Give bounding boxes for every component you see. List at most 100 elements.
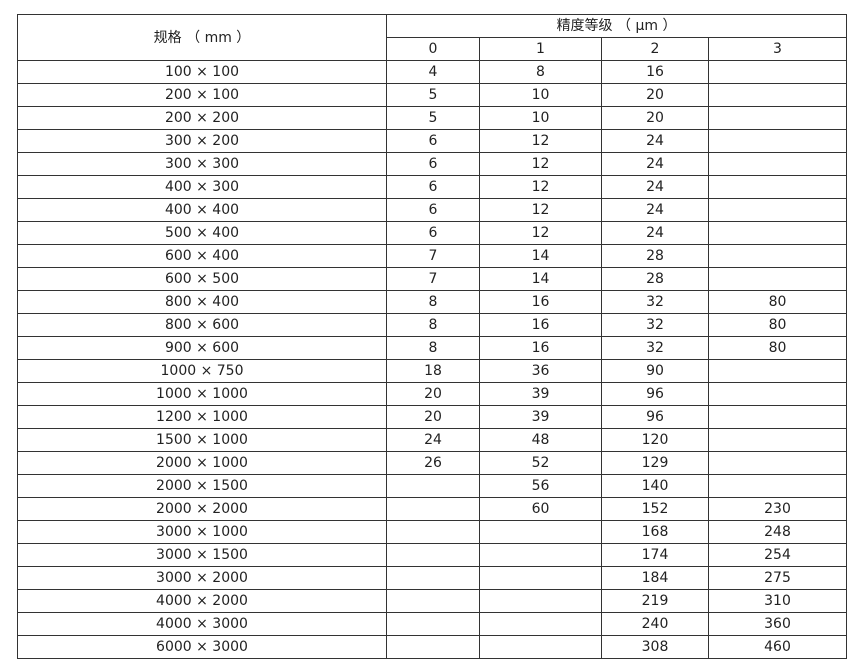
header-row: 规格 （ mm ） 精度等级 （ μm ） (17, 14, 848, 61)
precision-table: 规格 （ mm ） 精度等级 （ μm ） 0 1 2 3 100 × 100 4… (17, 14, 848, 659)
grade-1-cell: 12 (479, 129, 602, 153)
grade-1-cell: 14 (479, 267, 602, 291)
table-row: 800 × 400 8 16 32 80 (17, 290, 848, 314)
spec-cell: 900 × 600 (17, 336, 387, 360)
grade-3-cell (707, 106, 848, 130)
spec-cell: 1200 × 1000 (17, 405, 387, 429)
spec-cell: 600 × 400 (17, 244, 387, 268)
table-row: 3000 × 2000 184 275 (17, 566, 848, 590)
grade-3-cell: 360 (707, 612, 848, 636)
grade-0-cell: 26 (386, 451, 480, 475)
grade-2-cell: 24 (601, 129, 709, 153)
table-row: 2000 × 1000 26 52 129 (17, 451, 848, 475)
table-row: 600 × 400 7 14 28 (17, 244, 848, 268)
grade-2-cell: 24 (601, 175, 709, 199)
grade-2-cell: 184 (601, 566, 709, 590)
grade-0-cell: 5 (386, 106, 480, 130)
grade-0-cell: 24 (386, 428, 480, 452)
grade-2-cell: 308 (601, 635, 709, 659)
grade-1-cell: 16 (479, 313, 602, 337)
table-row: 300 × 300 6 12 24 (17, 152, 848, 176)
grade-0-cell: 6 (386, 221, 480, 245)
grade-2-cell: 96 (601, 405, 709, 429)
grade-3-cell: 80 (707, 313, 848, 337)
grade-0-cell (386, 566, 480, 590)
grade-2-cell: 90 (601, 359, 709, 383)
grade-1-cell: 36 (479, 359, 602, 383)
grade-1-cell (479, 612, 602, 636)
grade-2-cell: 140 (601, 474, 709, 498)
grade-0-cell (386, 589, 480, 613)
grade-2-cell: 240 (601, 612, 709, 636)
grade-1-cell: 12 (479, 175, 602, 199)
grade-0-cell: 6 (386, 129, 480, 153)
spec-cell: 500 × 400 (17, 221, 387, 245)
grade-3-cell (707, 60, 848, 84)
grade-2-cell: 152 (601, 497, 709, 521)
spec-cell: 3000 × 2000 (17, 566, 387, 590)
table-row: 3000 × 1000 168 248 (17, 520, 848, 544)
table-body: 100 × 100 4 8 16 200 × 100 5 10 20 200 × 200 5 10 2… (17, 60, 848, 659)
table-row: 900 × 600 8 16 32 80 (17, 336, 848, 360)
grade-2-cell: 96 (601, 382, 709, 406)
spec-cell: 300 × 300 (17, 152, 387, 176)
grade-3-cell (707, 175, 848, 199)
table-row: 1500 × 1000 24 48 120 (17, 428, 848, 452)
grade-3-header: 3 (707, 37, 848, 61)
table-row: 6000 × 3000 308 460 (17, 635, 848, 659)
grade-2-header: 2 (601, 37, 709, 61)
spec-cell: 3000 × 1000 (17, 520, 387, 544)
grade-2-cell: 20 (601, 106, 709, 130)
table-row: 200 × 200 5 10 20 (17, 106, 848, 130)
spec-cell: 600 × 500 (17, 267, 387, 291)
grade-1-cell: 39 (479, 405, 602, 429)
grade-0-cell: 4 (386, 60, 480, 84)
grade-3-cell: 80 (707, 290, 848, 314)
grade-1-cell: 56 (479, 474, 602, 498)
grade-2-cell: 219 (601, 589, 709, 613)
table-row: 300 × 200 6 12 24 (17, 129, 848, 153)
grade-2-cell: 168 (601, 520, 709, 544)
table-row: 4000 × 2000 219 310 (17, 589, 848, 613)
table-row: 1200 × 1000 20 39 96 (17, 405, 848, 429)
spec-cell: 1500 × 1000 (17, 428, 387, 452)
table-row: 100 × 100 4 8 16 (17, 60, 848, 84)
grade-1-header: 1 (479, 37, 602, 61)
grade-1-cell: 60 (479, 497, 602, 521)
grade-3-cell: 230 (707, 497, 848, 521)
spec-header: 规格 （ mm ） (17, 14, 387, 61)
grade-0-cell: 7 (386, 267, 480, 291)
spec-cell: 2000 × 1500 (17, 474, 387, 498)
grade-2-cell: 174 (601, 543, 709, 567)
grade-1-cell (479, 635, 602, 659)
grade-3-cell (707, 244, 848, 268)
spec-cell: 300 × 200 (17, 129, 387, 153)
spec-cell: 200 × 100 (17, 83, 387, 107)
grade-2-cell: 129 (601, 451, 709, 475)
table-row: 2000 × 1500 56 140 (17, 474, 848, 498)
grade-2-cell: 32 (601, 290, 709, 314)
table-row: 200 × 100 5 10 20 (17, 83, 848, 107)
grade-0-cell (386, 474, 480, 498)
grade-3-cell: 254 (707, 543, 848, 567)
spec-cell: 1000 × 1000 (17, 382, 387, 406)
grade-0-cell (386, 497, 480, 521)
grade-2-cell: 20 (601, 83, 709, 107)
grade-1-cell: 39 (479, 382, 602, 406)
spec-cell: 400 × 300 (17, 175, 387, 199)
grade-1-cell: 8 (479, 60, 602, 84)
grade-3-cell (707, 428, 848, 452)
grade-3-cell (707, 129, 848, 153)
table-row: 2000 × 2000 60 152 230 (17, 497, 848, 521)
grade-3-cell (707, 359, 848, 383)
table-row: 400 × 400 6 12 24 (17, 198, 848, 222)
spec-cell: 4000 × 3000 (17, 612, 387, 636)
grade-0-cell (386, 543, 480, 567)
spec-cell: 100 × 100 (17, 60, 387, 84)
grade-3-cell (707, 152, 848, 176)
table-row: 500 × 400 6 12 24 (17, 221, 848, 245)
grade-1-cell (479, 543, 602, 567)
grade-0-header: 0 (386, 37, 480, 61)
grade-0-cell: 8 (386, 290, 480, 314)
grade-0-cell: 8 (386, 313, 480, 337)
